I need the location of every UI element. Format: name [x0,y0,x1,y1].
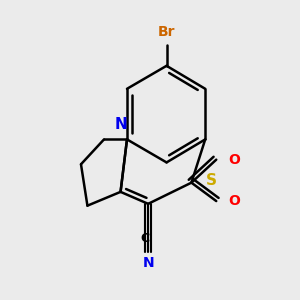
Text: N: N [115,117,127,132]
Text: S: S [206,173,216,188]
Text: Br: Br [158,26,175,39]
Text: N: N [142,256,154,270]
Text: O: O [229,194,240,208]
Text: C: C [140,232,149,245]
Text: O: O [229,153,240,167]
